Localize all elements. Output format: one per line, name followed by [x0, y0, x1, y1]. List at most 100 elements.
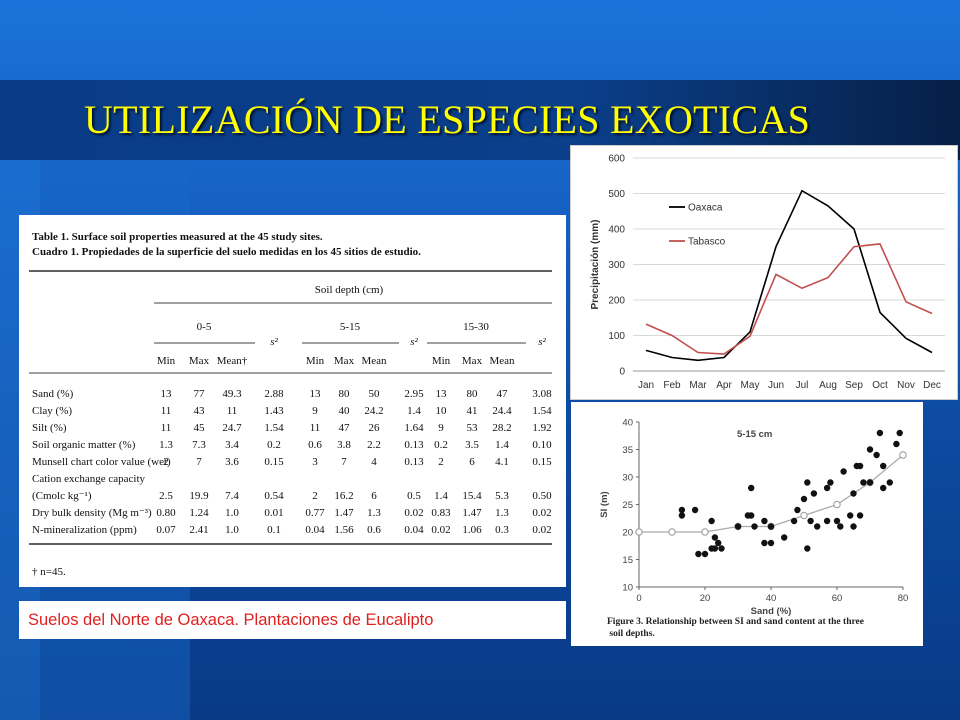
table-cell: 6	[371, 490, 377, 502]
data-point	[810, 490, 818, 497]
data-point	[711, 534, 719, 541]
data-point	[734, 523, 742, 530]
table-cell: 0.2	[267, 439, 281, 451]
x-tick-label: 40	[766, 593, 777, 604]
row-label: N-mineralization (ppm)	[32, 524, 137, 536]
data-point	[695, 550, 702, 558]
table-cell: 49.3	[222, 388, 242, 400]
variance-header: s²	[410, 336, 418, 348]
table-cell: 24.4	[492, 405, 512, 417]
y-tick-label: 30	[622, 473, 633, 484]
table-cell: 7	[196, 456, 202, 468]
data-point	[790, 517, 798, 525]
table-cell: 2.41	[189, 524, 208, 536]
x-tick-label: 60	[832, 593, 843, 604]
table-cell: 3.8	[337, 439, 351, 451]
row-label: Cation exchange capacity	[32, 473, 146, 485]
x-tick-label: Oct	[872, 380, 888, 391]
x-tick-label: Jul	[796, 380, 809, 391]
table-cell: 7	[341, 456, 347, 468]
row-label: (Cmolc kg⁻¹)	[32, 490, 92, 502]
table-cell: 47	[339, 422, 351, 434]
table-cell: 1.3	[495, 507, 509, 519]
x-tick-label: Feb	[663, 380, 681, 391]
table-cell: 13	[436, 388, 448, 400]
column-subheader: Mean†	[217, 355, 248, 367]
table-cell: 3.4	[225, 439, 239, 451]
table-cell: 13	[161, 388, 173, 400]
data-point	[807, 517, 814, 525]
table-cell: 13	[310, 388, 322, 400]
table-cell: 1.64	[404, 422, 424, 434]
table-cell: 1.3	[367, 507, 381, 519]
table-title-es: Cuadro 1. Propiedades de la superficie d…	[32, 246, 421, 258]
table-cell: 11	[227, 405, 238, 417]
variance-header: s²	[538, 336, 546, 348]
table-cell: 2	[163, 456, 169, 468]
slide-caption: Suelos del Norte de Oaxaca. Plantaciones…	[19, 601, 566, 639]
column-subheader: Mean	[361, 355, 387, 367]
table-cell: 0.13	[404, 439, 424, 451]
open-point	[701, 528, 709, 536]
table-cell: 0.10	[532, 439, 552, 451]
y-tick-label: 200	[608, 296, 625, 307]
y-tick-label: 10	[622, 583, 633, 594]
table-cell: 1.0	[225, 524, 239, 536]
y-tick-label: 0	[619, 367, 625, 378]
panel-label: 5-15 cm	[737, 429, 772, 440]
column-subheader: Max	[189, 355, 210, 367]
table-cell: 1.0	[225, 507, 239, 519]
y-tick-label: 15	[622, 555, 633, 566]
table-cell: 19.9	[189, 490, 209, 502]
row-label: Dry bulk density (Mg m⁻³)	[32, 507, 152, 519]
data-point	[794, 506, 801, 514]
table-cell: 2.2	[367, 439, 381, 451]
data-point	[896, 429, 903, 437]
table-cell: 1.4	[434, 490, 448, 502]
table-cell: 50	[369, 388, 381, 400]
table-cell: 26	[369, 422, 381, 434]
table-cell: 1.4	[495, 439, 509, 451]
data-point	[823, 484, 831, 492]
table-cell: 0.04	[404, 524, 424, 536]
table-cell: 0.07	[156, 524, 176, 536]
data-point	[850, 490, 857, 497]
table-cell: 15.4	[462, 490, 482, 502]
table-cell: 0.04	[305, 524, 325, 536]
x-tick-label: Nov	[897, 380, 915, 391]
x-tick-label: Aug	[819, 380, 837, 391]
data-point	[691, 506, 699, 514]
y-tick-label: 25	[622, 500, 633, 511]
table-cell: 1.43	[264, 405, 284, 417]
table-cell: 7.4	[225, 490, 239, 502]
data-point	[850, 523, 857, 530]
table-cell: 41	[467, 405, 478, 417]
table-cell: 0.1	[267, 524, 281, 536]
open-point	[899, 451, 907, 459]
table-cell: 0.50	[532, 490, 552, 502]
x-tick-label: Mar	[689, 380, 707, 391]
y-axis-label: SI (m)	[599, 491, 610, 517]
data-point	[827, 479, 834, 486]
soil-depth-label: Soil depth (cm)	[315, 284, 384, 296]
table-cell: 16.2	[334, 490, 353, 502]
table-cell: 9	[438, 422, 444, 434]
precipitation-chart: 0 100 200 300 400 500 600 Jan Feb Mar Apr May Jun Jul…	[570, 145, 958, 400]
table-cell: 0.15	[532, 456, 552, 468]
table-cell: 2.95	[404, 388, 424, 400]
table-cell: 0.80	[156, 507, 176, 519]
data-point	[800, 495, 808, 503]
data-point	[880, 484, 887, 492]
table-cell: 45	[194, 422, 206, 434]
table-cell: 0.2	[434, 439, 448, 451]
table-cell: 0.54	[264, 490, 284, 502]
series-line-oaxaca	[645, 189, 933, 362]
data-point	[761, 539, 768, 547]
table-cell: 0.6	[308, 439, 322, 451]
table-cell: 0.83	[431, 507, 451, 519]
table-cell: 1.3	[159, 439, 173, 451]
table-cell: 11	[161, 422, 172, 434]
y-tick-label: 40	[622, 418, 633, 429]
y-tick-label: 20	[622, 528, 633, 539]
column-subheader: Mean	[489, 355, 515, 367]
